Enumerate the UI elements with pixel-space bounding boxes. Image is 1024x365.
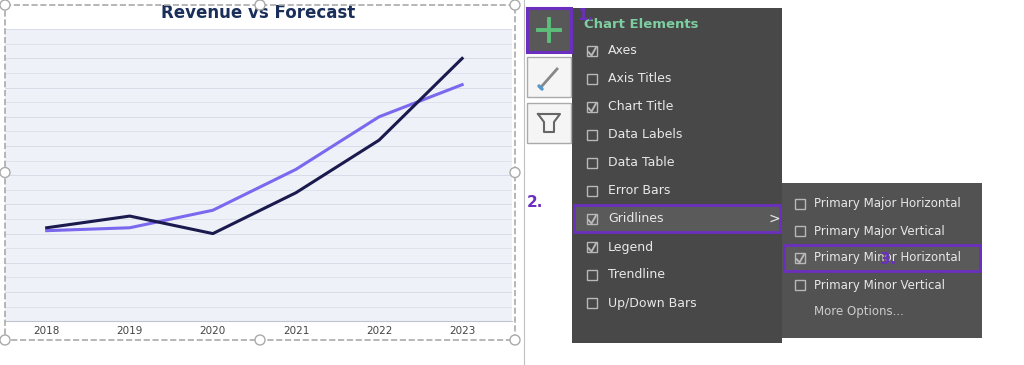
Text: 1.: 1.: [577, 8, 593, 23]
Bar: [587, 270, 597, 280]
Revenue: [456, 82, 468, 87]
Forecast: [41, 226, 53, 230]
FancyBboxPatch shape: [527, 103, 571, 143]
Circle shape: [510, 0, 520, 10]
Text: Primary Major Vertical: Primary Major Vertical: [814, 224, 945, 238]
Text: Trendline: Trendline: [608, 269, 665, 281]
Text: 3.: 3.: [880, 252, 896, 267]
Text: Legend: Legend: [608, 241, 654, 254]
FancyBboxPatch shape: [784, 245, 980, 271]
FancyBboxPatch shape: [574, 205, 780, 232]
Text: More Options...: More Options...: [814, 306, 904, 319]
Circle shape: [0, 0, 10, 10]
Bar: [587, 186, 597, 196]
Text: Up/Down Bars: Up/Down Bars: [608, 296, 696, 310]
Text: Axes: Axes: [608, 45, 638, 58]
Revenue: [124, 226, 136, 230]
Bar: [795, 253, 805, 263]
Text: Primary Minor Horizontal: Primary Minor Horizontal: [814, 251, 961, 265]
Title: Revenue vs Forecast: Revenue vs Forecast: [162, 4, 355, 22]
FancyBboxPatch shape: [527, 57, 571, 97]
Circle shape: [255, 335, 265, 345]
Bar: [587, 74, 597, 84]
Revenue: [290, 167, 302, 172]
Forecast: [207, 231, 219, 236]
Text: Chart Elements: Chart Elements: [584, 18, 698, 31]
Text: Gridlines: Gridlines: [608, 212, 664, 226]
Bar: [587, 214, 597, 224]
Bar: [587, 130, 597, 140]
Circle shape: [510, 168, 520, 177]
Bar: [795, 199, 805, 209]
Bar: [587, 46, 597, 56]
Text: 2.: 2.: [527, 195, 544, 210]
Text: Chart Title: Chart Title: [608, 100, 674, 114]
Forecast: [124, 214, 136, 218]
Circle shape: [0, 335, 10, 345]
Revenue: [41, 228, 53, 233]
Circle shape: [510, 335, 520, 345]
Revenue: [373, 115, 385, 119]
Bar: [795, 280, 805, 290]
Bar: [587, 102, 597, 112]
Bar: [587, 298, 597, 308]
Line: Forecast: Forecast: [47, 58, 462, 234]
Bar: [587, 242, 597, 252]
FancyBboxPatch shape: [782, 183, 982, 338]
Bar: [587, 158, 597, 168]
FancyBboxPatch shape: [572, 8, 782, 343]
Forecast: [290, 191, 302, 195]
Text: Primary Major Horizontal: Primary Major Horizontal: [814, 197, 961, 211]
Forecast: [456, 56, 468, 61]
Text: Data Table: Data Table: [608, 157, 675, 169]
Bar: [795, 226, 805, 236]
FancyBboxPatch shape: [527, 8, 571, 52]
Text: Data Labels: Data Labels: [608, 128, 682, 142]
Text: Error Bars: Error Bars: [608, 184, 671, 197]
Text: Primary Minor Vertical: Primary Minor Vertical: [814, 278, 945, 292]
Revenue: [207, 208, 219, 212]
Circle shape: [255, 0, 265, 10]
Forecast: [373, 138, 385, 142]
Circle shape: [0, 168, 10, 177]
Text: Axis Titles: Axis Titles: [608, 73, 672, 85]
Line: Revenue: Revenue: [47, 85, 462, 231]
Text: >: >: [768, 212, 779, 226]
